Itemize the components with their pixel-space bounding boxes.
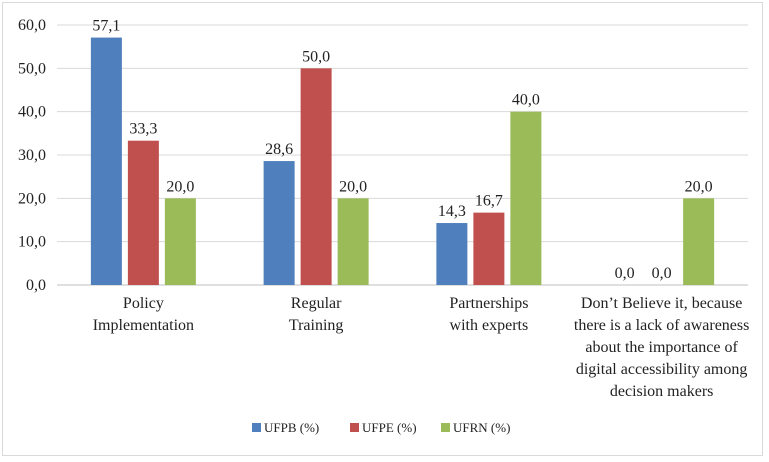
legend-swatch [252, 423, 261, 432]
data-label: 33,3 [129, 121, 157, 138]
y-tick-label: 30,0 [18, 147, 46, 164]
y-tick-label: 40,0 [18, 104, 46, 121]
category-label: Implementation [93, 317, 194, 334]
category-label: Regular [291, 295, 342, 312]
bar [436, 223, 468, 285]
y-tick-label: 60,0 [18, 17, 46, 34]
y-tick-label: 20,0 [18, 190, 46, 207]
category-label: Don’t Believe it, because [581, 295, 742, 312]
legend-label: UFRN (%) [453, 420, 510, 435]
bar [263, 161, 295, 285]
data-label: 20,0 [166, 178, 194, 195]
legend-label: UFPB (%) [264, 420, 319, 435]
y-tick-label: 50,0 [18, 60, 46, 77]
data-label: 20,0 [685, 178, 713, 195]
legend-swatch [350, 423, 359, 432]
y-tick-label: 0,0 [26, 277, 46, 294]
category-label: Partnerships [449, 295, 528, 312]
data-label: 0,0 [652, 265, 672, 282]
category-label: digital accessibility among [576, 361, 748, 378]
bar [127, 140, 159, 285]
category-label: Training [289, 317, 344, 334]
bar [683, 198, 715, 285]
category-label: there is a lack of awareness [574, 317, 749, 334]
data-label: 40,0 [512, 92, 540, 109]
data-label: 0,0 [615, 265, 635, 282]
data-label: 14,3 [438, 203, 466, 220]
category-label: with experts [450, 317, 529, 334]
legend-swatch [441, 423, 450, 432]
data-label: 28,6 [265, 141, 293, 158]
legend-label: UFPE (%) [362, 420, 417, 435]
category-label: decision makers [610, 383, 714, 400]
category-label: Policy [123, 295, 164, 312]
bar [164, 198, 196, 285]
bar [300, 68, 332, 285]
data-label: 50,0 [302, 48, 330, 65]
category-label: about the importance of [585, 339, 738, 356]
data-label: 20,0 [339, 178, 367, 195]
bar [510, 111, 542, 286]
y-tick-label: 10,0 [18, 234, 46, 251]
bar [90, 37, 122, 285]
bar [473, 212, 505, 285]
data-label: 57,1 [92, 18, 120, 35]
data-label: 16,7 [475, 193, 503, 210]
bar [337, 198, 369, 285]
